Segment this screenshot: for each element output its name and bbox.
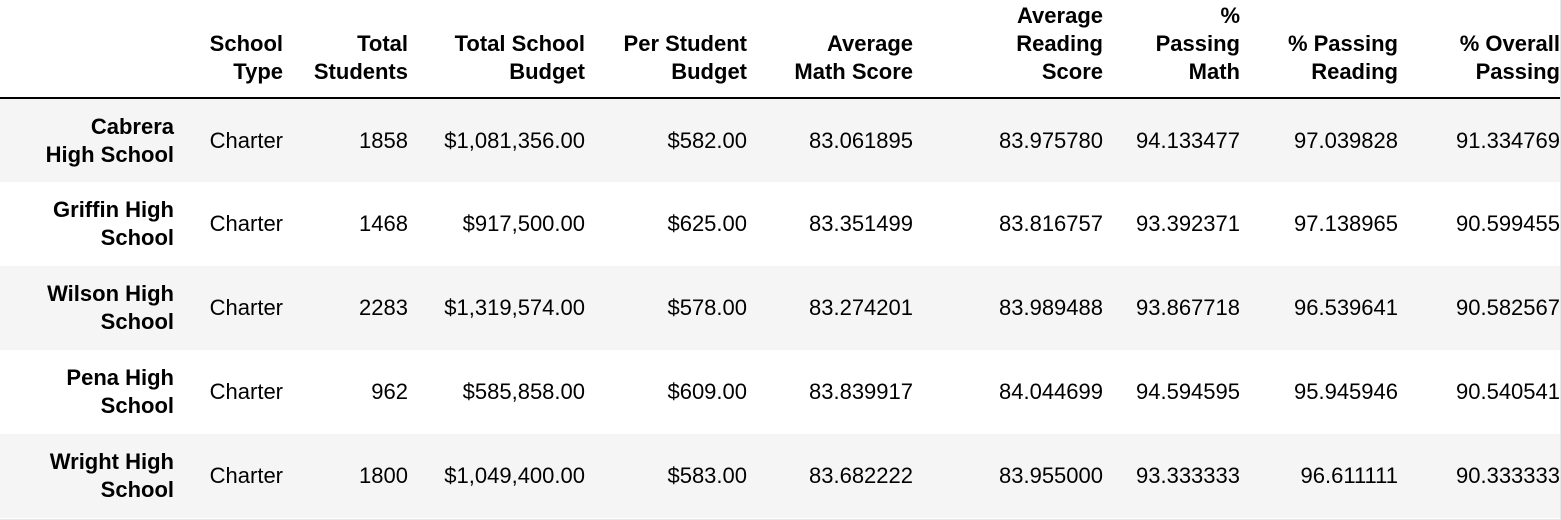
cell-avg-reading: 84.044699 [999, 379, 1103, 404]
cell-school-type: Charter [209, 295, 283, 320]
cell-pct-overall: 90.333333 [1456, 463, 1560, 488]
table-row: Pena High School Charter 962 $585,858.00… [0, 350, 1560, 434]
table-row: Cabrera High School Charter 1858 $1,081,… [0, 98, 1560, 182]
cell-pct-reading: 97.138965 [1294, 211, 1398, 236]
cell-total-budget: $1,081,356.00 [444, 127, 585, 153]
header-row: School Type Total Students Total School … [0, 0, 1560, 99]
cell-avg-math: 83.274201 [809, 295, 913, 320]
cell-pct-reading: 96.539641 [1294, 295, 1398, 320]
table-header: School Type Total Students Total School … [0, 0, 1560, 99]
column-header-pct-math: % Passing Math [1103, 0, 1240, 99]
column-header-label: Total Students [313, 31, 408, 84]
cell-avg-reading: 83.975780 [999, 127, 1103, 153]
cell-per-student-budget: $625.00 [667, 211, 747, 236]
cell-pct-overall: 90.599455 [1456, 211, 1560, 236]
column-header-pct-overall: % Overall Passing [1398, 0, 1560, 99]
cell-avg-math: 83.061895 [809, 127, 913, 153]
cell-pct-math: 93.867718 [1136, 295, 1240, 320]
cell-pct-overall: 90.582567 [1456, 295, 1560, 320]
cell-pct-reading: 96.611111 [1300, 463, 1398, 488]
cell-school-type: Charter [209, 127, 283, 153]
row-index-school: Cabrera High School [0, 98, 176, 182]
cell-avg-reading: 83.816757 [999, 211, 1103, 236]
cell-avg-math: 83.351499 [809, 211, 913, 236]
cell-avg-math: 83.682222 [809, 463, 913, 488]
table-row: Wilson High School Charter 2283 $1,319,5… [0, 266, 1560, 350]
cell-avg-reading: 83.989488 [999, 295, 1103, 320]
row-index-school: Wright High School [0, 434, 176, 518]
table-body: Cabrera High School Charter 1858 $1,081,… [0, 98, 1560, 518]
row-index-school: Wilson High School [0, 266, 176, 350]
row-index-school: Griffin High School [0, 182, 176, 266]
cell-per-student-budget: $578.00 [667, 295, 747, 320]
column-header-avg-math: Average Math Score [747, 0, 913, 99]
cell-per-student-budget: $583.00 [667, 463, 747, 488]
column-header-label: School Type [209, 31, 283, 84]
cell-total-budget: $1,049,400.00 [444, 463, 585, 488]
cell-pct-overall: 91.334769 [1456, 127, 1560, 153]
cell-total-budget: $585,858.00 [462, 379, 585, 404]
column-header-label: % Passing Math [1155, 3, 1240, 84]
column-header-label: Total School Budget [454, 31, 585, 84]
cell-avg-math: 83.839917 [809, 379, 913, 404]
school-name: Pena High School [66, 365, 174, 418]
column-header-label: Per Student Budget [623, 31, 747, 84]
school-name: Wilson High School [47, 281, 174, 334]
cell-total-budget: $917,500.00 [462, 211, 585, 236]
column-header-label: Average Reading Score [1016, 3, 1103, 84]
cell-total-students: 962 [371, 379, 408, 404]
cell-pct-overall: 90.540541 [1456, 379, 1560, 404]
index-header [0, 0, 176, 99]
cell-pct-math: 93.392371 [1136, 211, 1240, 236]
cell-pct-math: 94.133477 [1136, 127, 1240, 153]
cell-school-type: Charter [209, 379, 283, 404]
cell-pct-reading: 95.945946 [1294, 379, 1398, 404]
cell-per-student-budget: $582.00 [667, 127, 747, 153]
column-header-pct-reading: % Passing Reading [1240, 0, 1398, 99]
cell-total-students: 2283 [359, 295, 408, 320]
table-row: Griffin High School Charter 1468 $917,50… [0, 182, 1560, 266]
school-name: Griffin High School [53, 197, 174, 250]
cell-total-students: 1858 [359, 127, 408, 153]
cell-pct-math: 94.594595 [1136, 379, 1240, 404]
school-name: Wright High School [49, 449, 174, 502]
column-header-total-students: Total Students [283, 0, 408, 99]
column-header-avg-reading: Average Reading Score [913, 0, 1103, 99]
cell-pct-reading: 97.039828 [1294, 127, 1398, 153]
cell-pct-math: 93.333333 [1136, 463, 1240, 488]
table-row: Wright High School Charter 1800 $1,049,4… [0, 434, 1560, 518]
column-header-label: % Passing Reading [1287, 31, 1398, 84]
cell-total-students: 1468 [359, 211, 408, 236]
column-header-per-student-budget: Per Student Budget [585, 0, 747, 99]
row-index-school: Pena High School [0, 350, 176, 434]
cell-school-type: Charter [209, 463, 283, 488]
cell-total-students: 1800 [359, 463, 408, 488]
cell-total-budget: $1,319,574.00 [444, 295, 585, 320]
column-header-total-budget: Total School Budget [408, 0, 585, 99]
school-name: Cabrera High School [45, 113, 174, 167]
cell-school-type: Charter [209, 211, 283, 236]
column-header-label: % Overall Passing [1459, 31, 1560, 84]
column-header-school-type: School Type [176, 0, 283, 99]
cell-avg-reading: 83.955000 [999, 463, 1103, 488]
cell-per-student-budget: $609.00 [667, 379, 747, 404]
column-header-label: Average Math Score [794, 31, 913, 84]
